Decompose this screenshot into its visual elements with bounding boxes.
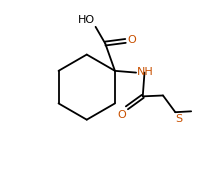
Text: O: O xyxy=(127,35,136,45)
Text: HO: HO xyxy=(78,15,95,25)
Text: O: O xyxy=(117,111,126,120)
Text: NH: NH xyxy=(137,67,154,77)
Text: S: S xyxy=(175,114,183,124)
